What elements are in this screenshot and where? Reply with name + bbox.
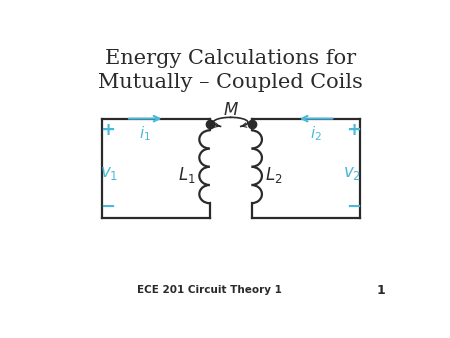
Text: $v_1$: $v_1$: [100, 164, 118, 182]
Text: $L_2$: $L_2$: [266, 165, 283, 185]
Text: −: −: [100, 198, 116, 216]
Text: $L_1$: $L_1$: [178, 165, 196, 185]
Text: −: −: [346, 198, 361, 216]
Text: $M$: $M$: [223, 100, 238, 119]
Text: +: +: [346, 121, 361, 139]
Text: $i_2$: $i_2$: [310, 124, 322, 143]
Text: Energy Calculations for: Energy Calculations for: [105, 49, 356, 68]
Text: +: +: [100, 121, 115, 139]
Text: $v_2$: $v_2$: [343, 164, 361, 182]
Text: Mutually – Coupled Coils: Mutually – Coupled Coils: [98, 73, 363, 92]
Text: ECE 201 Circuit Theory 1: ECE 201 Circuit Theory 1: [137, 285, 282, 295]
Text: 1: 1: [376, 284, 385, 297]
Text: $i_1$: $i_1$: [139, 124, 151, 143]
